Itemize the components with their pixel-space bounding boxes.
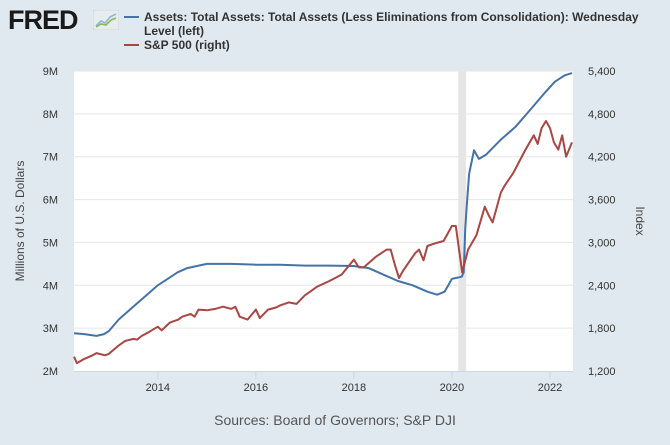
y-right-tick-label: 4,800 — [588, 109, 616, 121]
chart-legend: Assets: Total Assets: Total Assets (Less… — [124, 10, 644, 52]
y-left-tick-label: 3M — [43, 323, 58, 335]
legend-item-sp500[interactable]: S&P 500 (right) — [124, 38, 644, 52]
x-tick-label: 2020 — [440, 382, 464, 394]
x-tick-label: 2016 — [244, 382, 268, 394]
sources-footer: Sources: Board of Governors; S&P DJI — [214, 412, 456, 428]
legend-swatch-sp500 — [124, 44, 139, 46]
chart-line-icon — [93, 10, 119, 30]
y-right-tick-label: 1,800 — [588, 323, 616, 335]
y-right-tick-label: 3,000 — [588, 237, 616, 249]
x-tick-label: 2018 — [342, 382, 366, 394]
y-right-tick-label: 3,600 — [588, 195, 616, 207]
y-right-axis-label: Index — [633, 206, 647, 235]
y-right-tick-label: 4,200 — [588, 152, 616, 164]
logo-text: FRED — [8, 5, 78, 35]
plot-area — [74, 71, 573, 371]
series-line-sp500 — [73, 120, 573, 365]
y-left-tick-label: 9M — [43, 66, 58, 78]
legend-label-sp500: S&P 500 (right) — [144, 38, 230, 52]
series-layer — [73, 72, 573, 365]
legend-swatch-assets — [124, 16, 139, 18]
legend-item-assets[interactable]: Assets: Total Assets: Total Assets (Less… — [124, 10, 644, 38]
recession-band — [458, 71, 467, 371]
y-right-tick-label: 2,400 — [588, 280, 616, 292]
y-right-tick-label: 1,200 — [588, 366, 616, 378]
y-left-tick-label: 2M — [43, 366, 58, 378]
y-left-tick-label: 7M — [43, 152, 58, 164]
y-left-axis-label: Millions of U.S. Dollars — [13, 161, 27, 282]
axis-layer: 2014 2016 2018 2020 2022 2M 3M 4M 5M 6M 7M 8M 9M 1,20… — [43, 66, 616, 394]
series-line-assets — [73, 72, 573, 337]
fred-logo[interactable]: FRED — [8, 5, 119, 35]
y-right-tick-label: 5,400 — [588, 66, 616, 78]
legend-label-assets: Assets: Total Assets: Total Assets (Less… — [144, 10, 639, 38]
y-left-tick-label: 6M — [43, 195, 58, 207]
y-left-tick-label: 4M — [43, 280, 58, 292]
x-tick-label: 2014 — [146, 382, 170, 394]
x-tick-label: 2022 — [538, 382, 562, 394]
recession-layer — [458, 71, 467, 371]
y-left-tick-label: 5M — [43, 237, 58, 249]
y-left-tick-label: 8M — [43, 109, 58, 121]
